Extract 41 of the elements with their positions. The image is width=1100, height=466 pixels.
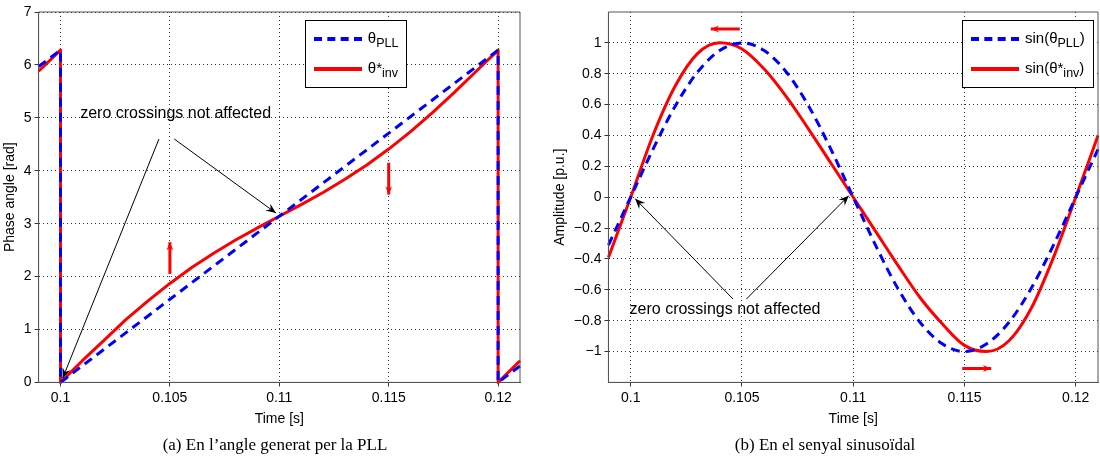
y-tick-label: 7	[23, 2, 32, 19]
x-tick-label: 0.12	[1062, 388, 1090, 405]
y-axis-title: Phase angle [rad]	[1, 142, 18, 253]
y-tick-label: −1	[585, 342, 602, 359]
y-tick-label: 0.8	[581, 64, 602, 81]
x-tick-label: 0.1	[50, 388, 71, 405]
y-tick-label: 0.2	[581, 157, 602, 174]
y-tick-label: −0.8	[573, 311, 602, 328]
y-tick-label: 5	[23, 108, 32, 125]
y-tick-label: −0.2	[573, 218, 602, 235]
legend-label: θ*$_{inv}$	[367, 58, 398, 80]
y-tick-label: 1	[593, 33, 602, 50]
x-tick-label: 0.115	[371, 388, 406, 405]
y-tick-label: −0.4	[573, 249, 602, 266]
text: (b) En el senyal sinusoïdal	[733, 435, 917, 455]
x-tick-label: 0.105	[152, 388, 188, 405]
x-tick-label: 0.11	[266, 388, 293, 405]
x-tick-label: 0.1	[620, 388, 641, 405]
y-tick-label: 0	[593, 188, 602, 205]
y-tick-label: 3	[23, 214, 32, 231]
y-tick-label: 6	[23, 55, 32, 72]
y-tick-label: 0.6	[581, 95, 602, 112]
y-tick-label: 1	[23, 320, 32, 337]
y-axis-title: Amplitude [p.u.]	[551, 148, 568, 246]
text: (a) En l’angle generat per la PLL	[161, 435, 389, 455]
x-axis-title: Time [s]	[254, 410, 304, 427]
legend-label: sin(θ*$_{inv}$)	[1025, 58, 1085, 80]
legend-label: sin(θ$_{PLL}$)	[1025, 28, 1085, 50]
y-tick-label: −0.6	[573, 280, 602, 297]
y-tick-label: 4	[23, 161, 32, 178]
y-tick-label: 2	[23, 267, 32, 284]
x-tick-label: 0.11	[840, 388, 867, 405]
x-axis-title: Time [s]	[828, 410, 878, 427]
x-tick-label: 0.12	[484, 388, 512, 405]
legend-label: θ$_{PLL}$	[367, 28, 399, 50]
annotation: zero crossings not affected	[80, 103, 272, 121]
y-tick-label: 0	[23, 373, 32, 390]
y-tick-label: 0.4	[581, 126, 602, 143]
annotation: zero crossings not affected	[629, 300, 821, 318]
x-tick-label: 0.115	[947, 388, 982, 405]
x-tick-label: 0.105	[724, 388, 760, 405]
